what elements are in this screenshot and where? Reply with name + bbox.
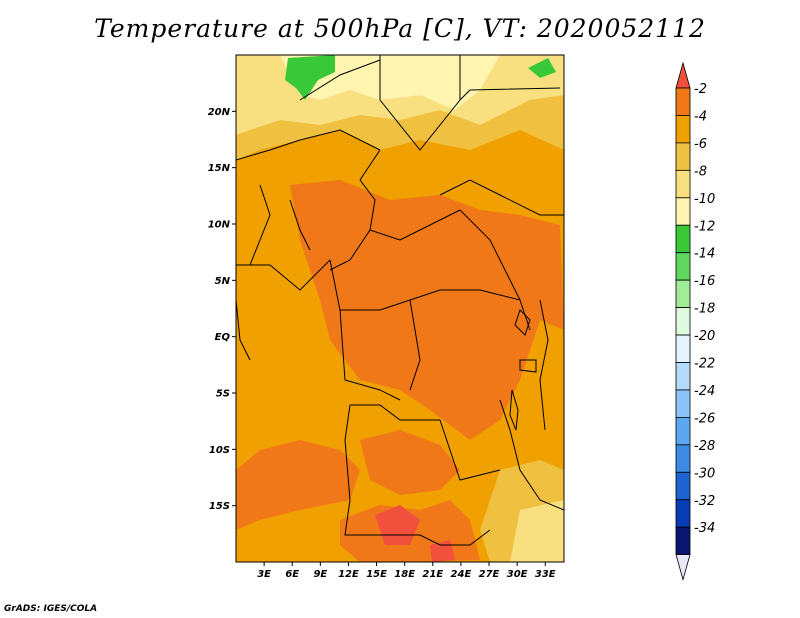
colorbar-label: -12	[694, 219, 715, 234]
lon-tick-label: 27E	[479, 569, 500, 580]
colorbar-label: -28	[694, 439, 715, 454]
colorbar-label: -32	[694, 494, 715, 509]
lon-tick-label: 9E	[313, 569, 327, 580]
colorbar-label: -30	[694, 466, 715, 481]
temperature-field	[236, 55, 564, 562]
lat-tick-label: 15S	[209, 501, 230, 512]
colorbar-label: -2	[694, 82, 707, 97]
border-line	[236, 299, 251, 361]
colorbar-cell	[675, 416, 691, 446]
border-line	[289, 199, 311, 251]
lon-tick-label: 30E	[507, 569, 528, 580]
colorbar: -2 -4 -6 -8 -10 -12 -14 -16 -18 -20 -22 -24 -26 -28 -3…	[675, 61, 715, 582]
lake-outline	[519, 359, 537, 373]
border-line	[344, 404, 491, 546]
colorbar-label: -8	[694, 164, 707, 179]
field-band-4	[236, 440, 360, 530]
lon-tick-label: 6E	[285, 569, 299, 580]
colorbar-cell	[675, 499, 691, 528]
border-line	[350, 404, 501, 481]
field-band-4	[360, 430, 460, 495]
colorbar-cell	[675, 224, 691, 254]
border-line	[409, 299, 421, 391]
border-line	[329, 149, 381, 271]
field-band-10	[510, 500, 564, 562]
lon-tick-label: 18E	[394, 569, 415, 580]
lon-tick-label: 21E	[422, 569, 443, 580]
country-borders	[236, 55, 564, 546]
border-line	[539, 299, 549, 431]
lon-tick-label: 33E	[535, 569, 556, 580]
border-line	[379, 55, 461, 151]
lat-tick-label: 15N	[208, 163, 231, 174]
colorbar-label: -6	[694, 137, 707, 152]
colorbar-label: -10	[694, 192, 715, 207]
colorbar-cell	[675, 87, 691, 116]
lat-tick-label: 10N	[208, 220, 231, 231]
lat-tick-label: EQ	[215, 332, 231, 343]
colorbar-cell	[675, 142, 691, 171]
lat-tick-label: 5S	[216, 389, 230, 400]
colorbar-label: -34	[694, 521, 715, 536]
colorbar-arrow-bottom	[675, 554, 691, 582]
colorbar-cell	[675, 471, 691, 501]
map-frame	[235, 54, 565, 563]
border-line	[339, 309, 401, 401]
map-title: Temperature at 500hPa [C], VT: 202005211…	[94, 14, 706, 43]
border-line	[329, 259, 531, 331]
border-line	[249, 184, 271, 266]
colorbar-label: -14	[694, 247, 715, 262]
lat-tick-label: 20N	[208, 107, 231, 118]
lon-tick-label: 15E	[366, 569, 387, 580]
border-line	[499, 399, 564, 511]
colorbar-label: -16	[694, 274, 715, 289]
field-green-patch	[528, 58, 556, 78]
map-axes: 3E 6E 9E 12E 15E 18E 21E 24E 27E 30E 33E 20N 15N 10N 5…	[208, 107, 556, 580]
colorbar-cell	[675, 362, 691, 391]
border-line	[236, 259, 331, 291]
grads-credit: GrADS: IGES/COLA	[4, 604, 98, 614]
colorbar-cell	[675, 389, 691, 418]
colorbar-cell	[675, 197, 691, 226]
lat-tick-label: 5N	[215, 276, 231, 287]
colorbar-label: -18	[694, 302, 715, 317]
colorbar-label: -4	[694, 109, 707, 124]
colorbar-cell	[675, 279, 691, 308]
lon-tick-label: 12E	[338, 569, 359, 580]
colorbar-cell	[675, 307, 691, 336]
lat-tick-label: 10S	[209, 445, 230, 456]
colorbar-cell	[675, 252, 691, 281]
lon-tick-label: 3E	[257, 569, 271, 580]
field-green-patch	[285, 55, 335, 100]
border-line	[439, 179, 564, 216]
border-line	[369, 209, 521, 301]
lake-outline	[514, 309, 531, 336]
border-line	[236, 129, 381, 161]
colorbar-cell	[675, 169, 691, 199]
border-line	[299, 59, 381, 101]
colorbar-cell	[675, 334, 691, 363]
border-line	[459, 87, 561, 101]
colorbar-label: -20	[694, 329, 715, 344]
colorbar-arrow-top	[675, 61, 691, 89]
colorbar-label: -22	[694, 357, 715, 372]
field-band-4	[290, 180, 564, 440]
colorbar-label: -26	[694, 411, 715, 426]
lon-tick-label: 24E	[451, 569, 472, 580]
colorbar-cell	[675, 115, 691, 144]
colorbar-cell	[675, 444, 691, 473]
colorbar-cell	[675, 526, 691, 556]
lake-outline	[509, 389, 519, 431]
colorbar-label: -24	[694, 384, 715, 399]
